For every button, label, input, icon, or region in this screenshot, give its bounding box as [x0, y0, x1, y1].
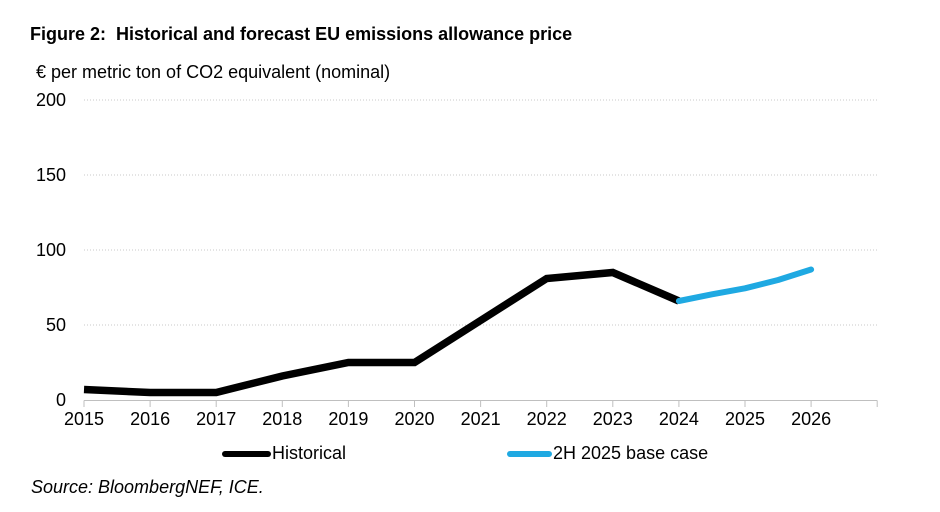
x-tick-label: 2023 — [593, 409, 633, 429]
x-tick-label: 2021 — [461, 409, 501, 429]
y-tick-label: 150 — [36, 165, 66, 185]
historical-line — [83, 268, 681, 397]
source-note: Source: BloombergNEF, ICE. — [31, 477, 264, 497]
x-tick-label: 2016 — [130, 409, 170, 429]
x-tick-label: 2018 — [262, 409, 302, 429]
x-tick-label: 2019 — [328, 409, 368, 429]
forecast-line-swatch — [507, 450, 552, 457]
historical-line-swatch — [222, 450, 271, 457]
y-tick-label: 50 — [46, 315, 66, 335]
x-tick-label: 2022 — [527, 409, 567, 429]
legend-label-forecast: 2H 2025 base case — [553, 443, 709, 463]
x-tick-label: 2020 — [394, 409, 434, 429]
y-tick-label: 0 — [56, 390, 66, 410]
x-tick-label: 2017 — [196, 409, 236, 429]
x-tick-label: 2025 — [725, 409, 765, 429]
legend-item-historical: Historical — [222, 443, 346, 464]
figure-title: Figure 2: Historical and forecast EU emi… — [30, 24, 573, 44]
y-axis-title: € per metric ton of CO2 equivalent (nomi… — [36, 62, 391, 82]
x-tick-label: 2015 — [64, 409, 104, 429]
y-tick-label: 100 — [36, 240, 66, 260]
forecast-line — [675, 266, 815, 304]
y-tick-label: 200 — [36, 90, 66, 110]
legend-item-forecast: 2H 2025 base case — [507, 443, 708, 464]
x-tick-label: 2024 — [659, 409, 699, 429]
x-tick-label: 2026 — [791, 409, 831, 429]
legend-label-historical: Historical — [272, 443, 347, 463]
